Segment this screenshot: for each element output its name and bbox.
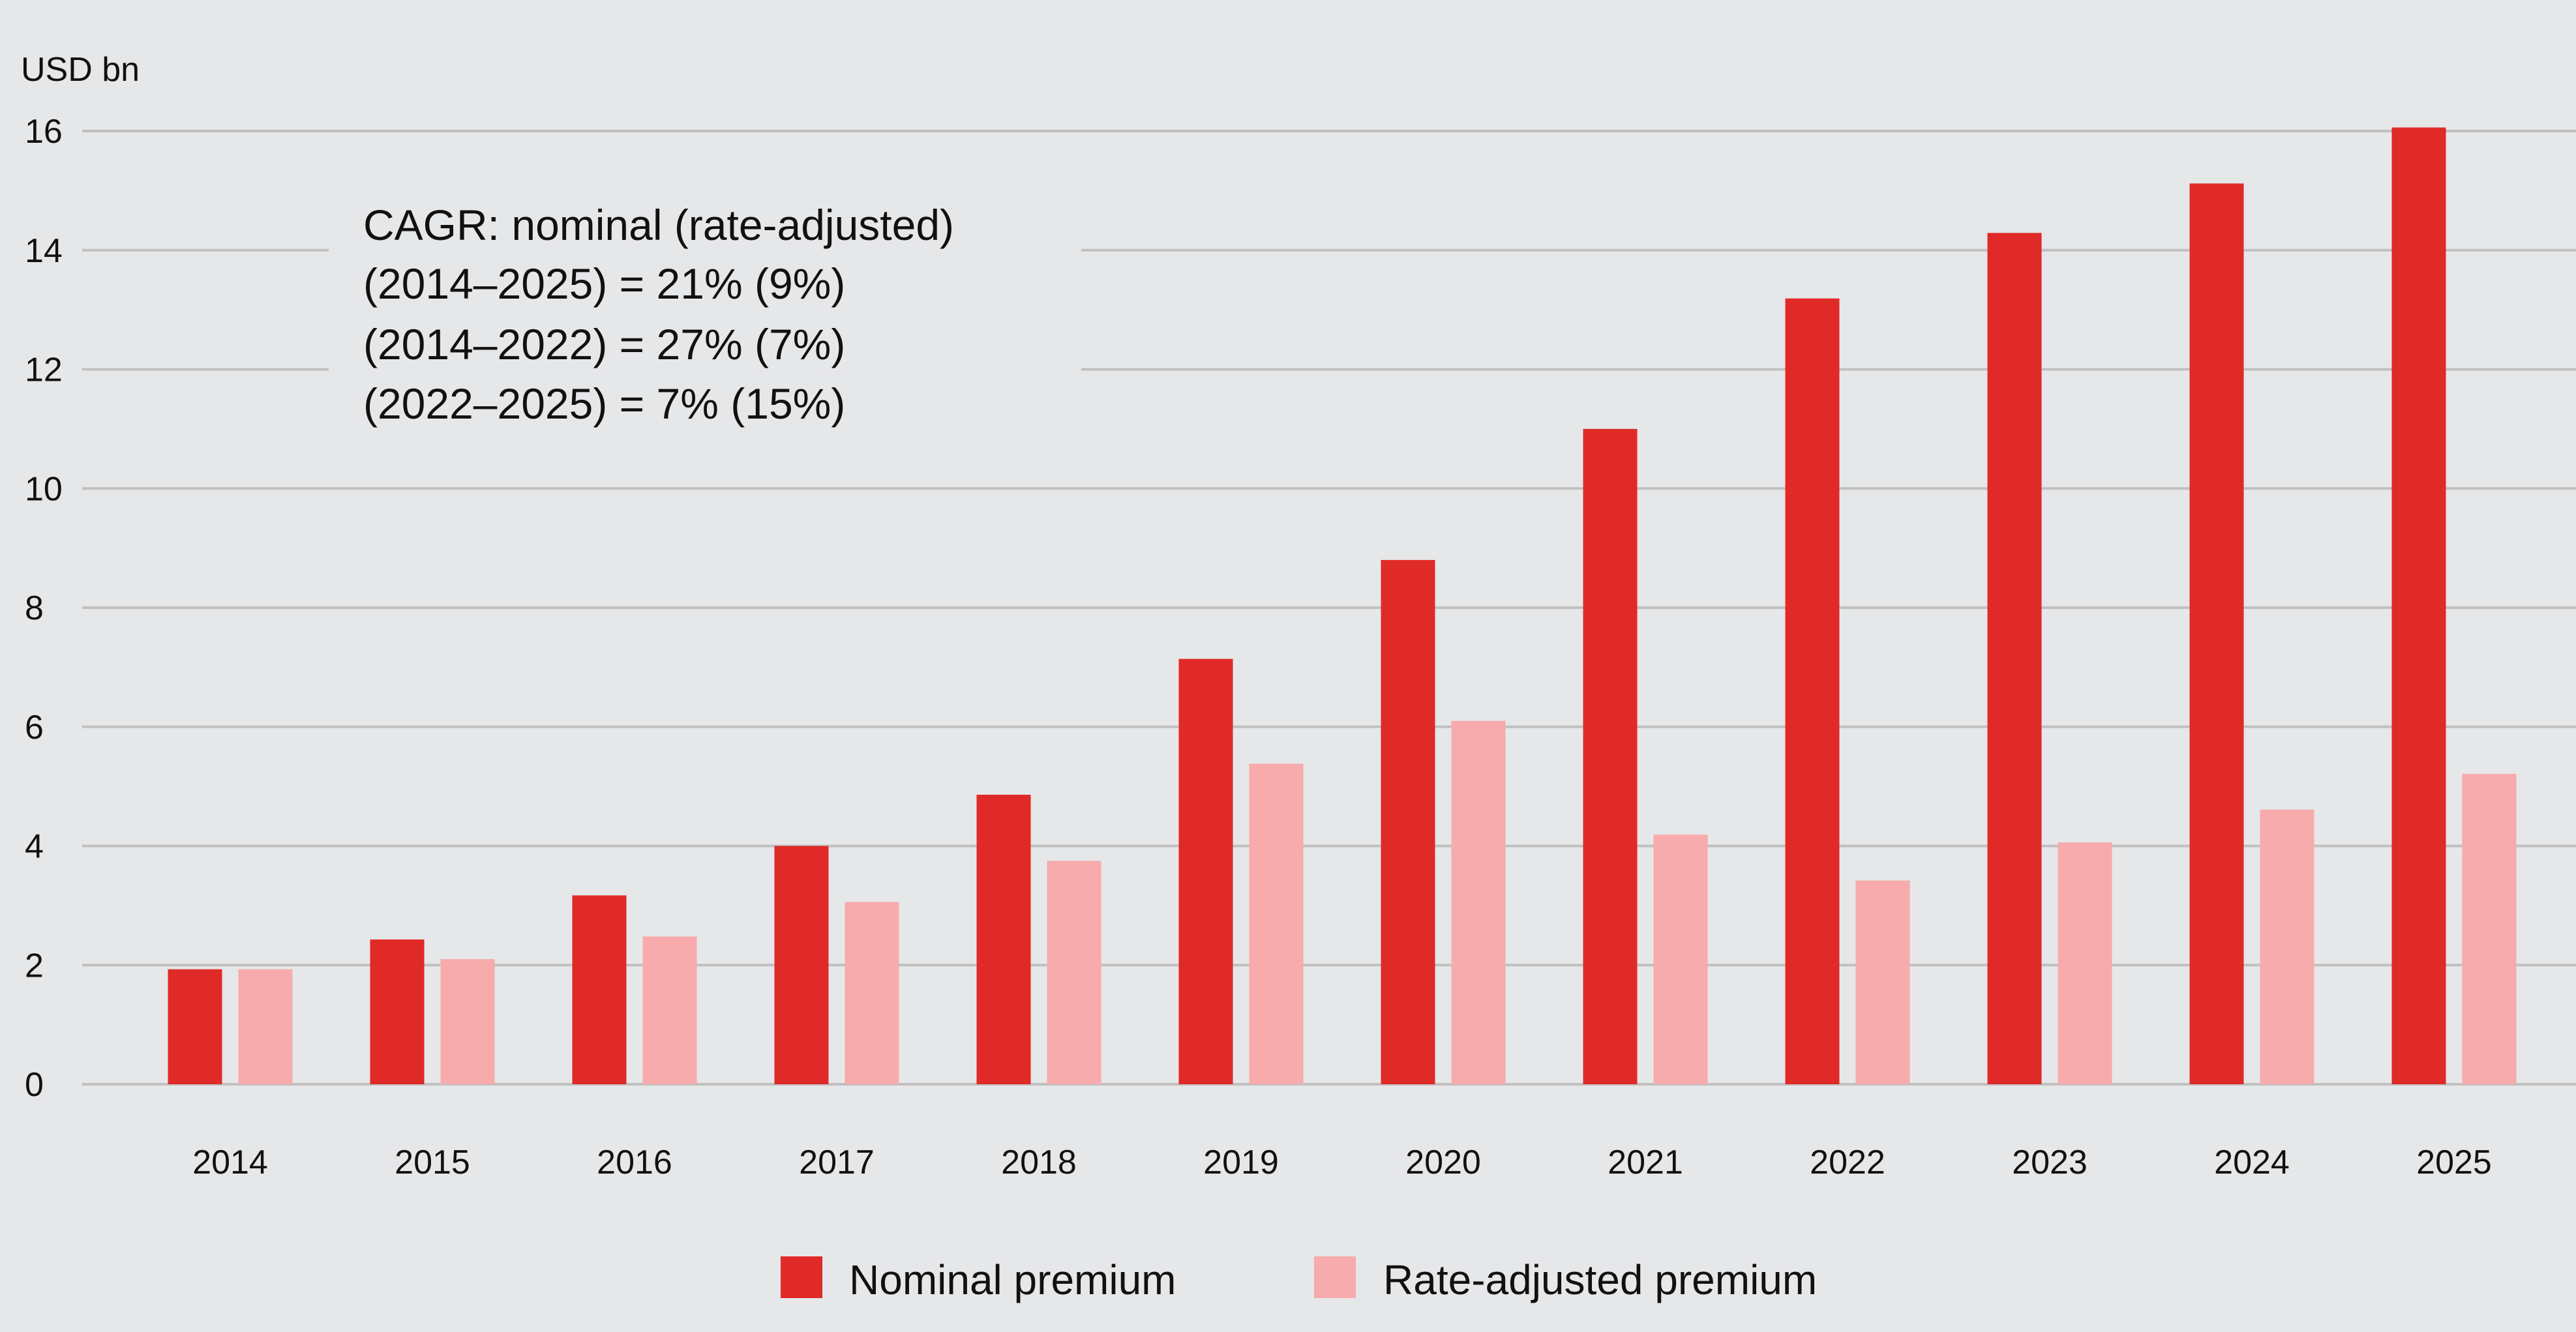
bar-rate-adjusted-premium [1855, 880, 1910, 1084]
legend-swatch-nominal [781, 1256, 822, 1298]
bar-rate-adjusted-premium [238, 969, 293, 1084]
bar-rate-adjusted-premium [1451, 720, 1506, 1084]
bar-nominal-premium [976, 794, 1031, 1084]
bar-rate-adjusted-premium [440, 959, 495, 1084]
bar-rate-adjusted-premium [845, 902, 899, 1084]
bar-rate-adjusted-premium [1249, 763, 1304, 1084]
x-tick-label: 2025 [2416, 1144, 2492, 1181]
bar-nominal-premium [2391, 127, 2446, 1085]
y-tick-label: 4 [25, 828, 44, 866]
y-tick-label: 0 [25, 1066, 44, 1104]
bar-nominal-premium [2189, 183, 2244, 1084]
bar-rate-adjusted-premium [2260, 809, 2314, 1084]
bar-nominal-premium [1785, 298, 1840, 1084]
annotation-line: CAGR: nominal (rate-adjusted) [363, 201, 954, 249]
annotation-line: (2014–2022) = 27% (7%) [363, 320, 845, 368]
annotation-backdrop [329, 184, 1081, 443]
y-tick-label: 16 [25, 113, 63, 151]
x-tick-label: 2022 [1810, 1144, 1885, 1181]
x-tick-label: 2016 [597, 1144, 672, 1181]
x-tick-label: 2023 [2012, 1144, 2088, 1181]
y-tick-labels: 0 2 4 6 8 10 12 14 16 [25, 113, 63, 1104]
annotation-line: (2014–2025) = 21% (9%) [363, 259, 845, 308]
annotation-line: (2022–2025) = 7% (15%) [363, 379, 845, 428]
x-tick-labels: 2014 2015 2016 2017 2018 2019 2020 2021 2022 2023… [192, 1144, 2492, 1181]
bar-rate-adjusted-premium [2058, 842, 2112, 1084]
x-tick-label: 2015 [395, 1144, 470, 1181]
cagr-annotation: CAGR: nominal (rate-adjusted) (2014–2025… [363, 201, 954, 428]
x-tick-label: 2018 [1001, 1144, 1077, 1181]
bar-nominal-premium [774, 846, 829, 1084]
y-tick-label: 14 [25, 232, 63, 270]
legend-swatch-rate-adjusted [1314, 1256, 1356, 1298]
x-tick-label: 2014 [192, 1144, 268, 1181]
x-tick-label: 2024 [2214, 1144, 2290, 1181]
bar-nominal-premium [1583, 428, 1638, 1084]
bar-rate-adjusted-premium [642, 936, 697, 1084]
x-tick-label: 2021 [1608, 1144, 1683, 1181]
bar-rate-adjusted-premium [1653, 835, 1708, 1084]
bar-nominal-premium [572, 895, 627, 1084]
legend-label-nominal: Nominal premium [849, 1256, 1176, 1303]
bar-nominal-premium [168, 969, 222, 1084]
y-tick-label: 8 [25, 589, 44, 627]
x-tick-label: 2020 [1405, 1144, 1481, 1181]
bar-rate-adjusted-premium [2462, 773, 2517, 1084]
bar-nominal-premium [370, 939, 425, 1084]
y-tick-label: 12 [25, 351, 63, 389]
bar-nominal-premium [1178, 659, 1233, 1084]
legend: Nominal premium Rate-adjusted premium [781, 1256, 1817, 1303]
x-tick-label: 2017 [799, 1144, 875, 1181]
y-tick-label: 2 [25, 947, 44, 984]
bar-rate-adjusted-premium [1047, 861, 1101, 1084]
y-tick-label: 6 [25, 709, 44, 747]
legend-label-rate-adjusted: Rate-adjusted premium [1383, 1256, 1817, 1303]
y-tick-label: 10 [25, 470, 63, 508]
y-axis-label: USD bn [21, 51, 140, 89]
bar-nominal-premium [1987, 233, 2042, 1085]
x-tick-label: 2019 [1203, 1144, 1279, 1181]
bar-nominal-premium [1381, 559, 1435, 1084]
bars [168, 127, 2517, 1085]
